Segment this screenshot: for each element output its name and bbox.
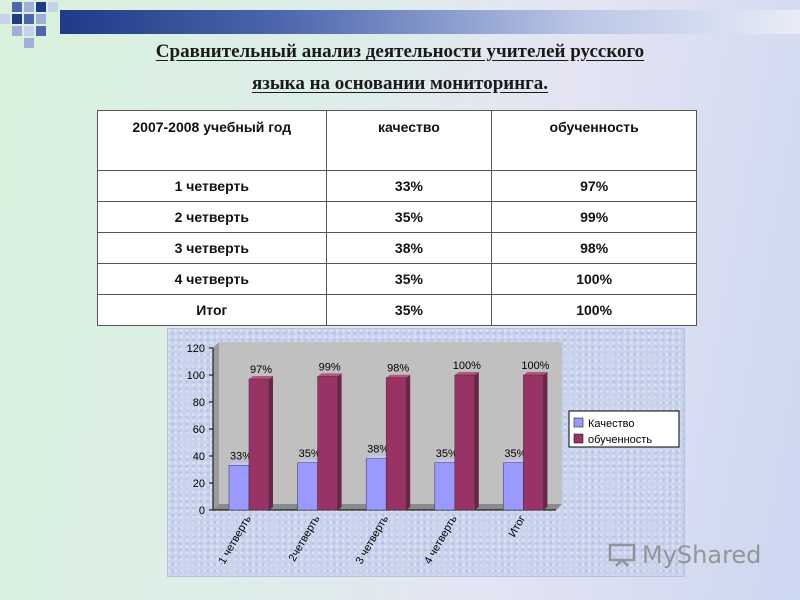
table-row: 1 четверть 33% 97% <box>97 170 697 202</box>
bar <box>454 374 476 511</box>
table-row: 3 четверть 38% 98% <box>97 232 697 264</box>
header-period: 2007-2008 учебный год <box>97 110 327 171</box>
row-quality: 38% <box>325 232 493 264</box>
bar-side <box>269 376 273 510</box>
y-tick-label: 0 <box>199 505 205 517</box>
legend-box <box>568 410 680 448</box>
row-learning: 97% <box>491 170 697 202</box>
bar-side <box>543 372 548 510</box>
data-label: 100% <box>521 360 549 372</box>
plot-side-wall <box>213 342 219 510</box>
bar <box>385 377 407 511</box>
x-tick-label: 2четверть <box>287 513 323 564</box>
legend-swatch <box>573 417 584 428</box>
bar-top <box>317 373 342 377</box>
row-quality: 35% <box>325 201 493 233</box>
y-tick-label: 100 <box>187 370 205 382</box>
bar <box>434 462 456 511</box>
bar <box>523 374 544 511</box>
title-line-1: Сравнительный анализ деятельности учител… <box>155 41 645 62</box>
x-tick-label: 1 четверть <box>216 513 254 566</box>
presentation-board-icon <box>608 543 636 567</box>
row-learning: 98% <box>491 232 697 264</box>
bar <box>317 376 338 511</box>
watermark: MyShared <box>608 538 761 572</box>
row-period: 4 четверть <box>97 263 327 295</box>
header-quality: качество <box>325 110 493 171</box>
bar-top <box>229 462 253 466</box>
chart-legend: Качество обученность <box>568 410 680 448</box>
legend-label: Качество <box>588 418 635 430</box>
bar-top <box>386 374 411 378</box>
row-quality: 35% <box>325 294 493 326</box>
row-quality: 35% <box>325 263 493 295</box>
x-tick-label: 4 четверть <box>422 513 460 566</box>
slide-title: Сравнительный анализ деятельности учител… <box>60 36 740 100</box>
table-row: 4 четверть 35% 100% <box>97 263 697 295</box>
x-tick-label: 3 четверть <box>354 513 392 566</box>
y-tick-label: 80 <box>193 397 205 409</box>
bar-side <box>474 372 479 510</box>
bar-top <box>366 455 391 459</box>
table-header-row: 2007-2008 учебный год качество обученнос… <box>97 110 697 171</box>
bar <box>228 465 250 511</box>
title-line-2: языка на основании мониторинга. <box>251 73 549 94</box>
data-label: 99% <box>319 361 341 373</box>
bar-top <box>297 459 322 463</box>
table-row: Итог 35% 100% <box>97 294 697 326</box>
bar-side <box>406 374 411 510</box>
row-quality: 33% <box>325 170 493 202</box>
header-learning: обученность <box>491 110 697 171</box>
results-table: 2007-2008 учебный год качество обученнос… <box>97 110 697 326</box>
x-tick-label: Итог <box>506 514 528 540</box>
y-tick-label: 40 <box>193 451 205 463</box>
header-gradient-bar <box>60 10 800 34</box>
data-label: 100% <box>453 360 481 372</box>
bar-side <box>337 373 342 510</box>
bar <box>297 462 318 511</box>
legend-swatch <box>573 433 584 444</box>
bar-top <box>523 372 548 375</box>
row-period: 2 четверть <box>97 201 327 233</box>
data-label: 35% <box>299 448 321 460</box>
bar <box>503 462 524 511</box>
row-period: 1 четверть <box>97 170 327 202</box>
chart-container: 0 20 40 60 80 100 120 33% 97% 1 четверть 35% 99% 2че… <box>167 328 685 577</box>
data-label: 33% <box>230 450 252 462</box>
bar-top <box>434 459 459 463</box>
bar-chart: 0 20 40 60 80 100 120 33% 97% 1 четверть 35% 99% 2че… <box>187 342 680 566</box>
legend-label: обученность <box>588 434 652 446</box>
data-label: 98% <box>387 363 409 375</box>
bar-top <box>503 459 528 463</box>
row-learning: 100% <box>491 263 697 295</box>
y-tick-label: 120 <box>187 343 205 355</box>
row-period: 3 четверть <box>97 232 327 264</box>
row-period: Итог <box>97 294 327 326</box>
y-tick-label: 20 <box>193 478 205 490</box>
row-learning: 99% <box>491 201 697 233</box>
watermark-text: MyShared <box>642 541 762 569</box>
data-label: 35% <box>504 448 526 460</box>
data-label: 38% <box>367 444 389 456</box>
y-tick-label: 60 <box>193 424 205 436</box>
table-row: 2 четверть 35% 99% <box>97 201 697 233</box>
bar <box>248 378 270 511</box>
row-learning: 100% <box>491 294 697 326</box>
bar-top <box>249 376 273 380</box>
data-label: 35% <box>436 448 458 460</box>
data-label: 97% <box>250 364 272 376</box>
bar <box>365 458 387 511</box>
bar-top <box>454 372 479 375</box>
